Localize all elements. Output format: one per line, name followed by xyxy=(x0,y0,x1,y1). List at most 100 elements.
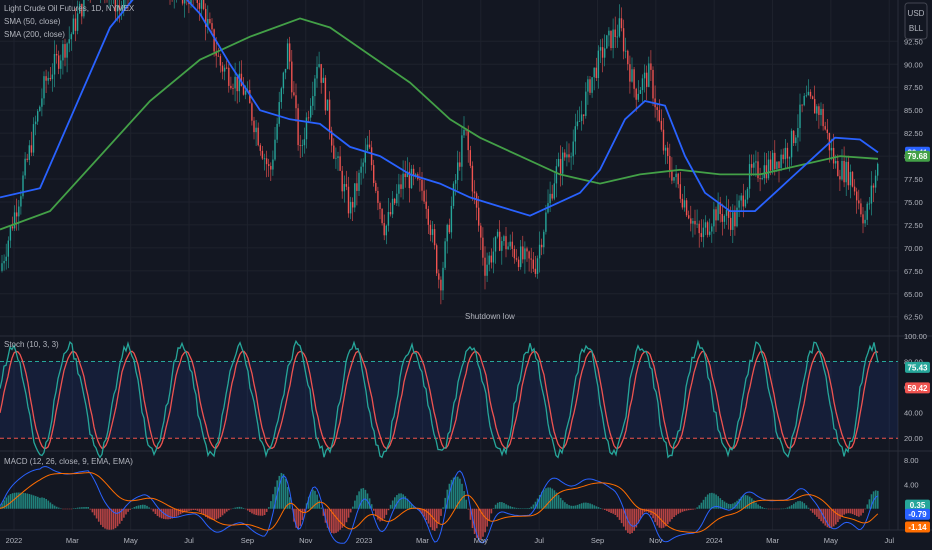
macd-hist-bar xyxy=(194,508,197,511)
candle-body xyxy=(587,79,589,92)
candle-body xyxy=(751,164,753,168)
macd-hist-bar xyxy=(461,483,463,509)
candle-body xyxy=(851,171,854,187)
candle-body xyxy=(660,120,663,130)
macd-hist-bar xyxy=(89,508,92,510)
macd-hist-bar xyxy=(524,508,526,509)
stoch-legend[interactable]: Stoch (10, 3, 3) xyxy=(4,340,59,349)
candle-body xyxy=(307,117,310,119)
macd-hist-bar xyxy=(730,504,732,509)
time-tick-label: Nov xyxy=(299,536,313,545)
candle-body xyxy=(454,180,457,184)
macd-hist-bar xyxy=(660,508,663,529)
macd-hist-bar xyxy=(734,502,736,509)
macd-hist-bar xyxy=(406,498,409,509)
macd-hist-bar xyxy=(408,501,411,509)
candle-body xyxy=(181,0,184,4)
macd-hist-bar xyxy=(331,508,333,533)
sma200-legend[interactable]: SMA (200, close) xyxy=(4,30,65,39)
macd-hist-bar xyxy=(49,502,52,509)
macd-hist-bar xyxy=(404,496,407,509)
sma50-legend[interactable]: SMA (50, close) xyxy=(4,17,61,26)
candle-body xyxy=(62,44,64,61)
macd-hist-bar xyxy=(202,508,205,516)
signal-value-tag: -1.14 xyxy=(905,521,930,533)
macd-hist-bar xyxy=(328,508,331,532)
candle-body xyxy=(320,64,322,83)
candle-body xyxy=(79,3,81,14)
candle-body xyxy=(625,50,627,52)
macd-hist-bar xyxy=(618,508,621,520)
candle-body xyxy=(639,90,642,94)
macd-hist-bar xyxy=(797,501,799,509)
candle-body xyxy=(862,214,864,224)
macd-hist-bar xyxy=(345,508,348,523)
macd-hist-bar xyxy=(622,508,625,527)
symbol-title[interactable]: Light Crude Oil Futures, 1D, NYMEX xyxy=(4,4,135,13)
candle-body xyxy=(473,191,476,194)
candle-body xyxy=(820,108,822,115)
currency-badge[interactable]: USD BLL xyxy=(904,2,928,40)
macd-hist-bar xyxy=(541,491,543,509)
macd-hist-bar xyxy=(379,508,381,522)
macd-hist-bar xyxy=(391,500,394,509)
macd-hist-bar xyxy=(652,508,654,519)
macd-hist-bar xyxy=(667,508,669,525)
macd-hist-bar xyxy=(335,508,337,533)
candle-body xyxy=(847,161,849,186)
macd-hist-bar xyxy=(91,508,94,513)
candle-body xyxy=(652,69,654,99)
macd-hist-bar xyxy=(751,498,753,509)
macd-hist-bar xyxy=(662,508,665,528)
macd-hist-value-tag: 0.35 xyxy=(905,499,930,511)
candle-body xyxy=(664,147,667,151)
candle-body xyxy=(549,193,551,204)
macd-hist-bar xyxy=(732,503,734,509)
macd-hist-bar xyxy=(142,504,144,509)
candle-body xyxy=(688,215,690,219)
candle-body xyxy=(635,88,637,100)
macd-hist-bar xyxy=(488,508,491,521)
macd-hist-bar xyxy=(22,492,24,509)
macd-hist-bar xyxy=(5,497,8,509)
candle-body xyxy=(123,0,125,9)
macd-hist-bar xyxy=(368,498,371,509)
candle-body xyxy=(255,127,257,133)
macd-hist-bar xyxy=(679,508,682,513)
macd-hist-bar xyxy=(0,506,1,509)
candle-body xyxy=(499,231,501,251)
macd-hist-bar xyxy=(696,507,698,509)
candle-body xyxy=(517,259,520,268)
candle-body xyxy=(591,77,593,93)
candle-body xyxy=(450,205,453,233)
macd-hist-bar xyxy=(469,508,472,520)
candle-body xyxy=(843,160,845,183)
macd-hist-bar xyxy=(358,491,360,509)
candle-body xyxy=(205,8,207,27)
macd-hist-bar xyxy=(97,508,100,522)
macd-hist-bar xyxy=(87,506,89,509)
candle-body xyxy=(457,162,459,181)
macd-hist-bar xyxy=(421,508,423,514)
candle-body xyxy=(538,244,541,259)
candle-body xyxy=(314,78,316,97)
candle-body xyxy=(488,255,490,265)
macd-hist-bar xyxy=(620,508,623,524)
macd-hist-bar xyxy=(849,508,852,514)
macd-legend[interactable]: MACD (12, 26, close, 9, EMA, EMA) xyxy=(4,457,133,466)
macd-hist-bar xyxy=(633,508,635,531)
candle-body xyxy=(45,76,47,81)
macd-hist-bar xyxy=(559,497,562,509)
candle-body xyxy=(333,145,335,159)
candle-body xyxy=(463,129,465,136)
candle-body xyxy=(559,158,562,174)
candle-body xyxy=(835,160,837,164)
macd-hist-bar xyxy=(74,508,77,509)
candle-body xyxy=(501,241,503,251)
candle-body xyxy=(772,152,774,171)
price-tick-label: 85.00 xyxy=(904,106,923,115)
macd-hist-bar xyxy=(268,507,270,509)
candle-body xyxy=(520,246,522,268)
